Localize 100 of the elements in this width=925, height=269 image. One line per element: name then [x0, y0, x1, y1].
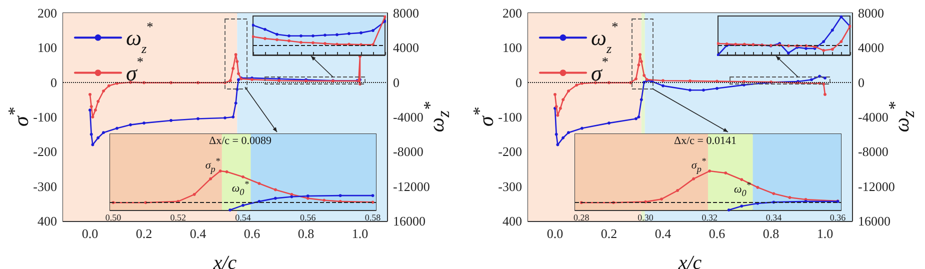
y-tick-label: 400: [38, 214, 57, 228]
point: [258, 182, 261, 185]
point: [242, 204, 244, 207]
point: [274, 196, 277, 200]
y-tick-label: 0: [516, 74, 522, 90]
x-tick-label: 0.30: [638, 212, 654, 222]
x-tick-label: 1.0: [352, 226, 368, 241]
point: [234, 102, 238, 105]
point: [288, 34, 290, 38]
point: [692, 177, 696, 180]
x-tick-label: 0.36: [830, 212, 846, 222]
y2-tick-label: 4000: [858, 40, 884, 56]
point: [637, 64, 640, 66]
y2-tick-label: -12000: [393, 178, 430, 194]
point: [660, 198, 664, 201]
y-tick-label: 100: [502, 40, 522, 56]
point: [225, 170, 228, 174]
point: [116, 126, 118, 130]
point: [90, 132, 93, 136]
y2-tick-label: 16000: [393, 214, 426, 228]
point: [562, 98, 565, 102]
point: [640, 60, 643, 64]
point: [637, 116, 640, 118]
y-tick-label: -100: [33, 110, 57, 124]
point: [218, 170, 222, 173]
point: [788, 196, 792, 200]
point: [840, 40, 843, 44]
point: [727, 208, 730, 212]
x-tick-label: 1.0: [816, 226, 834, 241]
point: [702, 88, 705, 92]
x-tick-label: 0.52: [170, 212, 186, 222]
point: [822, 48, 826, 52]
point: [236, 60, 239, 64]
point: [716, 86, 718, 90]
point: [567, 131, 570, 134]
y-tick-label: -300: [33, 178, 57, 194]
point: [224, 116, 226, 120]
x-axis-title: x/c: [212, 252, 237, 269]
y-tick-label: 100: [38, 40, 57, 56]
point: [90, 105, 93, 108]
x-tick-label: 0.6: [708, 226, 726, 241]
x-tick-label: 0.4: [190, 226, 207, 241]
point: [640, 98, 643, 102]
point: [772, 192, 776, 196]
x-tick-label: 0.2: [600, 226, 618, 241]
y-tick-label: 200: [502, 6, 522, 20]
x-tick-label: 0.0: [82, 226, 98, 241]
x-tick-label: 0.8: [298, 226, 314, 241]
point: [575, 84, 578, 87]
x-tick-label: 0.6: [244, 226, 261, 241]
y2-tick-label: -4000: [393, 110, 424, 124]
y-tick-label: -100: [498, 110, 522, 124]
y-tick-label: -300: [498, 178, 522, 194]
point: [336, 33, 338, 36]
point: [840, 15, 843, 18]
point: [638, 53, 642, 56]
y2-tick-label: 0: [393, 74, 400, 90]
point: [324, 34, 326, 37]
point: [142, 122, 146, 125]
point: [338, 194, 342, 198]
point: [662, 84, 664, 88]
point: [740, 178, 744, 182]
point: [556, 114, 560, 117]
y2-tick-label: -8000: [393, 144, 424, 160]
point: [129, 123, 132, 126]
x-tick-label: 0.8: [762, 226, 780, 241]
point: [232, 116, 235, 118]
point: [322, 198, 326, 202]
point: [96, 100, 100, 103]
point: [756, 186, 760, 189]
annotation: Δx/c = 0.0089: [209, 135, 272, 147]
point: [558, 106, 562, 110]
point: [237, 72, 240, 76]
y-tick-label: -200: [33, 144, 57, 160]
point: [556, 143, 560, 146]
annotation: Δx/c = 0.0141: [674, 135, 736, 147]
point: [274, 188, 277, 192]
y2-tick-label: 0: [858, 74, 864, 90]
point: [724, 171, 728, 174]
point: [608, 122, 610, 125]
x-tick-label: 0.2: [136, 226, 152, 241]
point: [232, 66, 235, 70]
x-tick-label: 0.34: [766, 212, 782, 222]
y2-tick-label: -12000: [858, 178, 895, 194]
point: [300, 40, 302, 44]
x-tick-label: 0.32: [702, 212, 718, 222]
point: [824, 92, 826, 96]
x-tick-label: 0.56: [300, 212, 316, 222]
point: [371, 194, 374, 198]
legend-label: σ*: [591, 54, 608, 86]
point: [360, 31, 362, 34]
point: [288, 39, 290, 42]
y2-tick-label: 4000: [393, 40, 419, 56]
point: [688, 79, 692, 82]
point: [88, 108, 92, 112]
point: [662, 79, 664, 82]
x-tick-label: 0.50: [105, 212, 122, 222]
legend-label: σ*: [126, 54, 144, 86]
y-tick-label: 400: [502, 214, 522, 228]
point: [209, 177, 212, 180]
